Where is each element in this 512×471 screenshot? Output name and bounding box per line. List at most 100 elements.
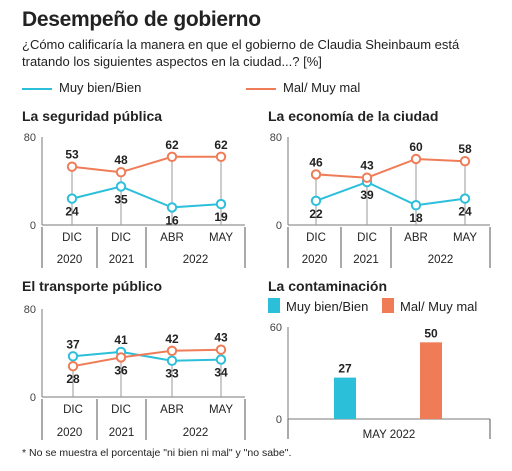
data-point — [166, 202, 178, 213]
x-tick-label: ABR — [160, 232, 184, 244]
data-point — [66, 193, 78, 204]
y-tick-label: 80 — [270, 132, 282, 144]
legend-bad: Mal/ Muy mal — [246, 80, 360, 95]
y-tick-label: 0 — [276, 220, 282, 232]
year-label: 2020 — [57, 427, 83, 439]
data-label: 34 — [214, 366, 228, 380]
bar-legend-good-label: Muy bien/Bien — [286, 299, 368, 314]
data-label: 58 — [458, 142, 472, 156]
legend-good: Muy bien/Bien — [22, 80, 141, 95]
page-subtitle: ¿Cómo calificaría la manera en que el go… — [22, 37, 460, 69]
legend-bad-line-icon — [246, 87, 276, 90]
y-tick-label: 0 — [30, 392, 36, 404]
x-tick-label: DIC — [63, 404, 83, 416]
x-tick-label: ABR — [160, 404, 184, 416]
series-line — [315, 181, 466, 207]
data-point — [410, 200, 422, 211]
data-label: 27 — [338, 362, 352, 376]
x-tick-label: MAY — [209, 232, 233, 244]
data-label: 39 — [360, 188, 374, 202]
bar-legend-bad-label: Mal/ Muy mal — [400, 299, 477, 314]
data-label: 22 — [309, 207, 323, 221]
series-line — [71, 185, 222, 209]
x-tick-label: DIC — [111, 404, 131, 416]
series-line — [72, 350, 222, 362]
x-tick-label: MAY 2022 — [363, 429, 416, 441]
data-point — [115, 181, 127, 192]
data-point — [67, 361, 79, 372]
data-label: 24 — [65, 205, 79, 219]
data-label: 53 — [65, 148, 79, 162]
data-label: 19 — [214, 210, 228, 224]
data-label: 62 — [165, 138, 179, 152]
year-label: 2020 — [302, 254, 328, 266]
series-line — [72, 348, 222, 368]
series-line — [315, 157, 466, 179]
data-point — [115, 167, 127, 178]
bar — [420, 342, 442, 419]
x-tick-label: MAY — [209, 404, 233, 416]
bar — [334, 377, 356, 419]
x-tick-label: ABR — [404, 232, 428, 244]
data-point — [67, 351, 79, 362]
data-label: 16 — [165, 213, 179, 227]
panel-title: El transporte público — [22, 278, 162, 294]
data-point — [310, 195, 322, 207]
data-label: 36 — [114, 363, 128, 377]
y-tick-label: 0 — [276, 414, 282, 426]
data-point — [215, 344, 227, 355]
data-point — [166, 345, 178, 356]
data-point — [361, 172, 373, 183]
series-line — [71, 155, 221, 174]
data-point — [459, 156, 471, 167]
data-label: 18 — [409, 211, 423, 225]
year-label: 2022 — [183, 254, 209, 266]
x-tick-label: MAY — [453, 232, 477, 244]
data-point — [115, 352, 127, 363]
data-label: 28 — [66, 372, 80, 386]
page-title: Desempeño de gobierno — [22, 8, 261, 31]
data-point — [166, 355, 178, 366]
x-tick-label: DIC — [306, 232, 326, 244]
y-tick-label: 60 — [270, 322, 282, 334]
x-tick-label: DIC — [111, 232, 131, 244]
year-label: 2022 — [183, 427, 209, 439]
legend-good-line-icon — [22, 87, 52, 90]
data-label: 48 — [114, 153, 128, 167]
panel-title: La contaminación — [268, 278, 387, 294]
data-label: 46 — [309, 155, 323, 169]
data-point — [459, 193, 471, 204]
footnote: * No se muestra el porcentaje "ni bien n… — [22, 447, 292, 459]
data-label: 50 — [424, 326, 438, 340]
data-label: 60 — [409, 140, 423, 154]
data-label: 24 — [458, 205, 472, 219]
data-point — [166, 151, 178, 163]
data-point — [215, 354, 227, 365]
y-tick-label: 0 — [30, 220, 36, 232]
year-label: 2021 — [109, 254, 135, 266]
legend-good-swatch-icon — [268, 298, 280, 313]
data-point — [310, 169, 322, 180]
y-tick-label: 80 — [24, 132, 36, 144]
data-point — [215, 198, 227, 210]
data-point — [410, 153, 422, 165]
data-label: 42 — [165, 332, 179, 346]
panel-title: La seguridad pública — [22, 108, 162, 124]
y-tick-label: 80 — [24, 304, 36, 316]
year-label: 2020 — [57, 254, 83, 266]
legend-good-label: Muy bien/Bien — [59, 80, 142, 95]
legend-bad-swatch-icon — [382, 298, 394, 313]
data-label: 37 — [66, 337, 80, 351]
data-label: 43 — [360, 159, 374, 173]
year-label: 2021 — [353, 254, 379, 266]
x-tick-label: DIC — [357, 232, 377, 244]
data-point — [215, 151, 227, 163]
data-label: 43 — [214, 331, 228, 345]
x-tick-label: DIC — [62, 232, 82, 244]
year-label: 2021 — [109, 427, 135, 439]
year-label: 2022 — [428, 254, 454, 266]
data-point — [66, 161, 78, 172]
data-label: 41 — [114, 333, 128, 347]
data-label: 33 — [165, 367, 179, 381]
